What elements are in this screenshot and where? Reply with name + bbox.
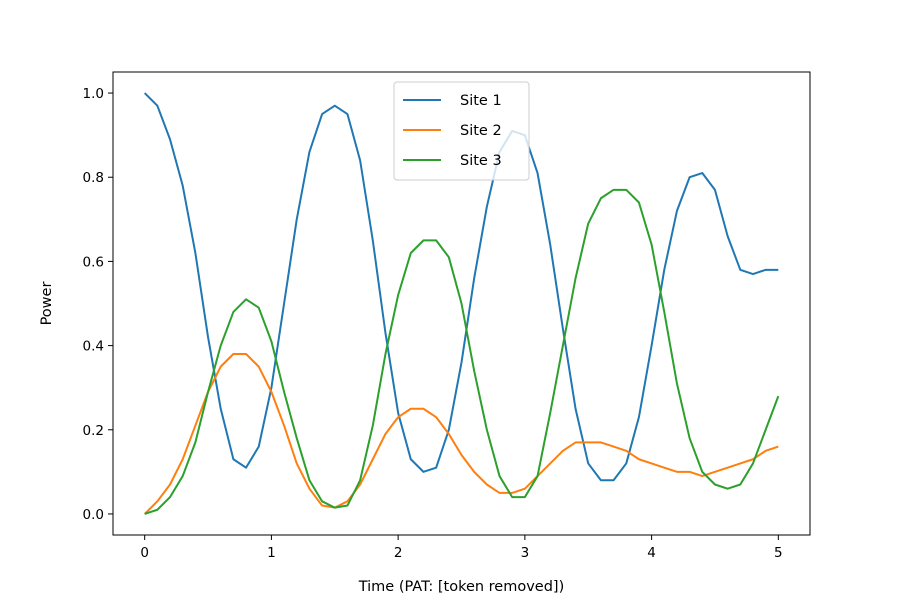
legend-label-2: Site 2 (460, 123, 502, 139)
legend-label-3: Site 3 (460, 153, 502, 169)
x-tick-label: 0 (140, 545, 149, 561)
x-tick-label: 5 (774, 545, 783, 561)
series-line-3 (144, 188, 780, 515)
legend: Site 1 Site 2 Site 3 (393, 81, 530, 181)
x-tick-label: 3 (521, 545, 530, 561)
series-line-2 (143, 353, 779, 515)
y-axis-label: Power (39, 282, 55, 326)
y-tick-label: 0.6 (83, 254, 104, 270)
x-tick-label: 2 (394, 545, 403, 561)
y-tick-label: 0.8 (83, 170, 104, 186)
x-tick-label: 4 (647, 545, 656, 561)
plot-frame (112, 71, 811, 536)
y-tick-label: 1.0 (83, 86, 104, 102)
series-line-1 (143, 92, 779, 482)
legend-box (393, 81, 530, 181)
legend-label-1: Site 1 (460, 93, 502, 109)
x-axis-label: Time (PAT: [token removed]) (358, 579, 565, 595)
plot-lines (143, 92, 780, 515)
y-axis: 0.0 0.2 0.4 0.6 0.8 1.0 (83, 86, 113, 523)
y-tick-label: 0.0 (83, 507, 104, 523)
y-tick-label: 0.2 (83, 423, 104, 439)
y-tick-label: 0.4 (83, 339, 104, 355)
x-tick-label: 1 (267, 545, 276, 561)
x-axis: 0 1 2 3 4 5 (140, 535, 783, 561)
